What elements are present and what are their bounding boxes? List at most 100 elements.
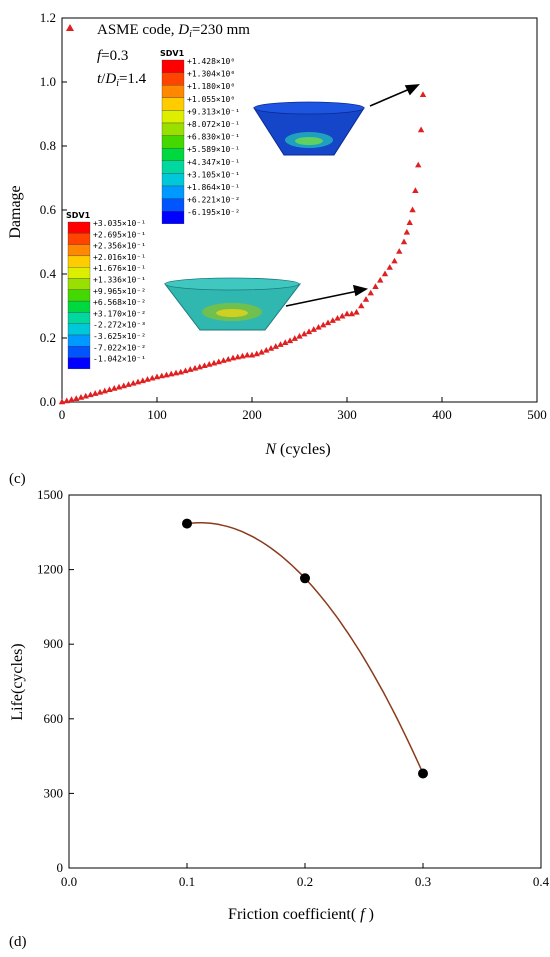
damage-point (87, 391, 94, 398)
damage-point (120, 382, 127, 389)
y-tick-label: 1.2 (40, 10, 56, 25)
damage-point (386, 264, 393, 270)
damage-point (415, 161, 422, 168)
colorbar-label: +1.336×10⁻¹ (93, 276, 146, 285)
colorbar-label: +6.221×10⁻² (187, 196, 240, 205)
colorbar-swatch (67, 244, 91, 257)
colorbar-label: +6.568×10⁻² (93, 298, 146, 307)
damage-chart: 0 100 200 300 400 500 0.0 0.2 0.4 0.6 0.8 1.0 1.2 A… (7, 10, 547, 487)
damage-point (234, 353, 241, 360)
damage-point (320, 321, 327, 328)
damage-point (381, 270, 389, 277)
life-series (182, 518, 428, 779)
damage-point (324, 319, 332, 326)
damage-point (334, 314, 341, 321)
x-tick-label: 0.4 (533, 874, 550, 889)
damage-chart-y-ticks: 0.0 0.2 0.4 0.6 0.8 1.0 1.2 (40, 10, 67, 409)
damage-point (403, 228, 411, 235)
colorbar-top: SDV1+1.428×10⁰ +1.304×10⁰ +1.180×10⁰ +1.055… (160, 49, 240, 224)
colorbar-title: SDV1 (160, 49, 185, 58)
damage-point (130, 379, 137, 386)
damage-point (400, 238, 408, 245)
colorbar-swatch (161, 148, 185, 161)
colorbar-swatch (161, 135, 185, 149)
damage-point (139, 377, 146, 384)
damage-point (106, 386, 113, 393)
y-tick-label: 0 (57, 860, 64, 875)
damage-point (111, 385, 118, 391)
y-tick-label: 1200 (37, 562, 63, 577)
life-chart-y-label: Life(cycles) (9, 643, 26, 720)
y-tick-label: 900 (44, 636, 64, 651)
damage-point (412, 187, 419, 193)
damage-point (263, 346, 270, 353)
colorbar-swatch (67, 300, 91, 313)
colorbar-label: +3.105×10⁻¹ (187, 170, 240, 179)
life-chart-x-ticks: 0.0 0.1 0.2 0.3 0.4 (61, 863, 550, 889)
x-tick-label: 100 (147, 407, 167, 422)
damage-point (177, 368, 184, 375)
damage-point (206, 361, 213, 367)
colorbar-swatch (161, 211, 185, 224)
colorbar-label: +2.016×10⁻¹ (93, 253, 146, 262)
damage-point (372, 283, 379, 289)
colorbar-label: +3.170×10⁻² (93, 309, 146, 318)
colorbar-label: +1.864×10⁻¹ (187, 183, 240, 192)
damage-point (225, 355, 232, 362)
colorbar-label: +9.965×10⁻² (93, 287, 146, 296)
colorbar-swatch (67, 221, 91, 234)
damage-point (310, 326, 317, 332)
damage-point (153, 373, 161, 380)
legend-label: ASME code, Di=230 mm (97, 22, 250, 40)
damage-point (301, 330, 308, 337)
x-tick-label: 0.0 (61, 874, 77, 889)
damage-point (258, 348, 265, 355)
damage-point (172, 369, 180, 376)
damage-point (220, 357, 227, 363)
damage-point (96, 388, 104, 395)
colorbar-swatch (161, 185, 185, 199)
damage-point (253, 350, 260, 357)
colorbar-swatch (67, 289, 91, 302)
fe-model-intermediate (163, 277, 302, 331)
damage-point (215, 358, 222, 365)
colorbar-swatch (161, 59, 185, 73)
damage-point (196, 363, 203, 370)
x-tick-label: 0.2 (297, 874, 313, 889)
y-tick-label: 300 (44, 785, 64, 800)
colorbar-title: SDV1 (66, 211, 91, 220)
pointer-arrows (285, 84, 420, 307)
damage-point (68, 396, 75, 402)
colorbar-label: -1.042×10⁻¹ (93, 355, 146, 364)
damage-point (63, 397, 70, 404)
x-tick-label: 0.3 (415, 874, 431, 889)
damage-point (286, 337, 294, 344)
panel-label-c: (c) (9, 471, 26, 487)
fe-model-final (253, 101, 365, 156)
damage-point (73, 395, 80, 401)
y-tick-label: 0.8 (40, 138, 56, 153)
y-tick-label: 0.6 (40, 202, 57, 217)
panel-label-d: (d) (9, 934, 27, 950)
damage-point (229, 354, 237, 361)
damage-point (315, 323, 322, 330)
colorbar-swatch (67, 346, 91, 358)
x-tick-label: 400 (432, 407, 452, 422)
colorbar-swatch (67, 267, 91, 279)
damage-point (168, 370, 175, 377)
damage-point (125, 381, 132, 387)
damage-point (339, 312, 346, 319)
x-tick-label: 200 (242, 407, 262, 422)
colorbar-label: -6.195×10⁻² (187, 208, 240, 217)
damage-point (367, 289, 374, 296)
damage-point (362, 296, 370, 302)
colorbar-swatch (161, 72, 185, 86)
damage-point (149, 374, 156, 381)
damage-series (58, 91, 427, 405)
colorbar-label: +9.313×10⁻¹ (187, 107, 240, 116)
damage-point (58, 398, 66, 405)
x-tick-label: 500 (527, 407, 547, 422)
damage-point (396, 248, 403, 254)
colorbar-swatch (67, 278, 91, 290)
damage-point (77, 394, 85, 400)
